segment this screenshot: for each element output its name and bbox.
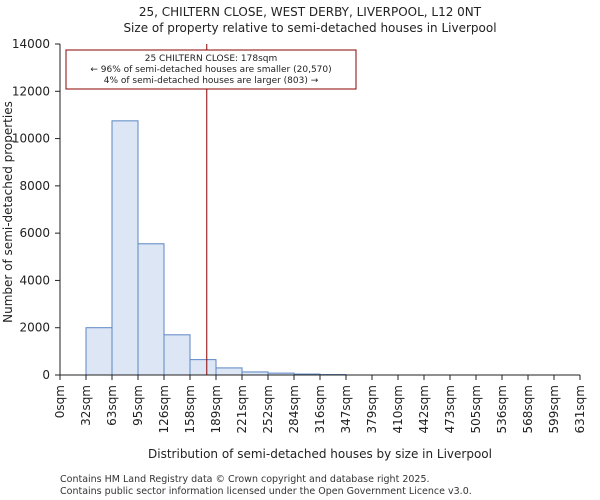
chart-title-line2: Size of property relative to semi-detach…	[123, 21, 496, 35]
x-tick-label: 284sqm	[287, 385, 301, 433]
x-tick-label: 189sqm	[209, 385, 223, 433]
bar-63sqm	[111, 120, 139, 376]
x-tick-label: 599sqm	[547, 385, 561, 433]
x-tick-label: 126sqm	[157, 385, 171, 433]
annotation-box: 25 CHILTERN CLOSE: 178sqm ← 96% of semi-…	[65, 49, 357, 90]
annotation-line3: 4% of semi-detached houses are larger (8…	[104, 76, 319, 86]
footer-line2: Contains public sector information licen…	[60, 486, 472, 497]
x-tick-label: 316sqm	[313, 385, 327, 433]
y-axis-label: Number of semi-detached properties	[1, 101, 15, 323]
x-tick-label: 63sqm	[105, 385, 119, 426]
x-tick-label: 158sqm	[183, 385, 197, 433]
annotation-line1: 25 CHILTERN CLOSE: 178sqm	[145, 54, 278, 64]
annotation-border	[65, 49, 357, 90]
x-tick-labels: 0sqm 32sqm 63sqm 95sqm 126sqm 158sqm 189sqm 221…	[53, 375, 587, 433]
x-tick-label: 252sqm	[261, 385, 275, 433]
footer-line1: Contains HM Land Registry data © Crown c…	[60, 474, 430, 485]
bar-158sqm	[189, 359, 217, 376]
x-axis-label: Distribution of semi-detached houses by …	[148, 447, 492, 461]
x-tick-label: 95sqm	[131, 385, 145, 426]
x-tick-label: 568sqm	[521, 385, 535, 433]
x-tick-label: 0sqm	[53, 385, 67, 418]
x-tick-label: 631sqm	[573, 385, 587, 433]
x-tick-label: 410sqm	[391, 385, 405, 433]
y-tick-label: 2000	[19, 321, 50, 335]
y-tick-label: 12000	[12, 84, 50, 98]
y-tick-label: 8000	[19, 179, 50, 193]
chart-title-line1: 25, CHILTERN CLOSE, WEST DERBY, LIVERPOO…	[139, 5, 482, 19]
x-tick-label: 347sqm	[339, 385, 353, 433]
x-tick-label: 32sqm	[79, 385, 93, 426]
y-tick-label: 6000	[19, 226, 50, 240]
x-tick-label: 221sqm	[235, 385, 249, 433]
x-tick-label: 536sqm	[495, 385, 509, 433]
y-tick-label: 4000	[19, 273, 50, 287]
y-tick-labels: 0 2000 4000 6000 8000 10000 12000 14000	[12, 37, 60, 382]
y-tick-label: 14000	[12, 37, 50, 51]
y-tick-label: 10000	[12, 132, 50, 146]
x-tick-label: 505sqm	[469, 385, 483, 433]
bar-series	[85, 120, 347, 376]
x-tick-label: 473sqm	[443, 385, 457, 433]
bar-126sqm	[163, 334, 191, 376]
x-tick-label: 379sqm	[365, 385, 379, 433]
annotation-line2: ← 96% of semi-detached houses are smalle…	[90, 65, 331, 75]
bar-189sqm	[215, 367, 243, 376]
x-tick-label: 442sqm	[417, 385, 431, 433]
y-tick-label: 0	[42, 368, 50, 382]
bar-95sqm	[137, 243, 165, 376]
bar-32sqm	[85, 327, 113, 376]
